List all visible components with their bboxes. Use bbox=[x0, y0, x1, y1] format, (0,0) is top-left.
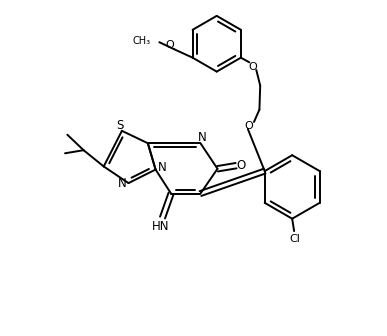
Text: Cl: Cl bbox=[289, 234, 300, 244]
Text: N: N bbox=[158, 161, 167, 174]
Text: N: N bbox=[118, 177, 126, 190]
Text: O: O bbox=[245, 121, 253, 131]
Text: S: S bbox=[116, 119, 124, 132]
Text: CH₃: CH₃ bbox=[132, 36, 151, 46]
Text: O: O bbox=[236, 159, 246, 172]
Text: O: O bbox=[249, 62, 258, 72]
Text: O: O bbox=[165, 40, 174, 50]
Text: N: N bbox=[198, 131, 207, 144]
Text: HN: HN bbox=[152, 219, 170, 233]
